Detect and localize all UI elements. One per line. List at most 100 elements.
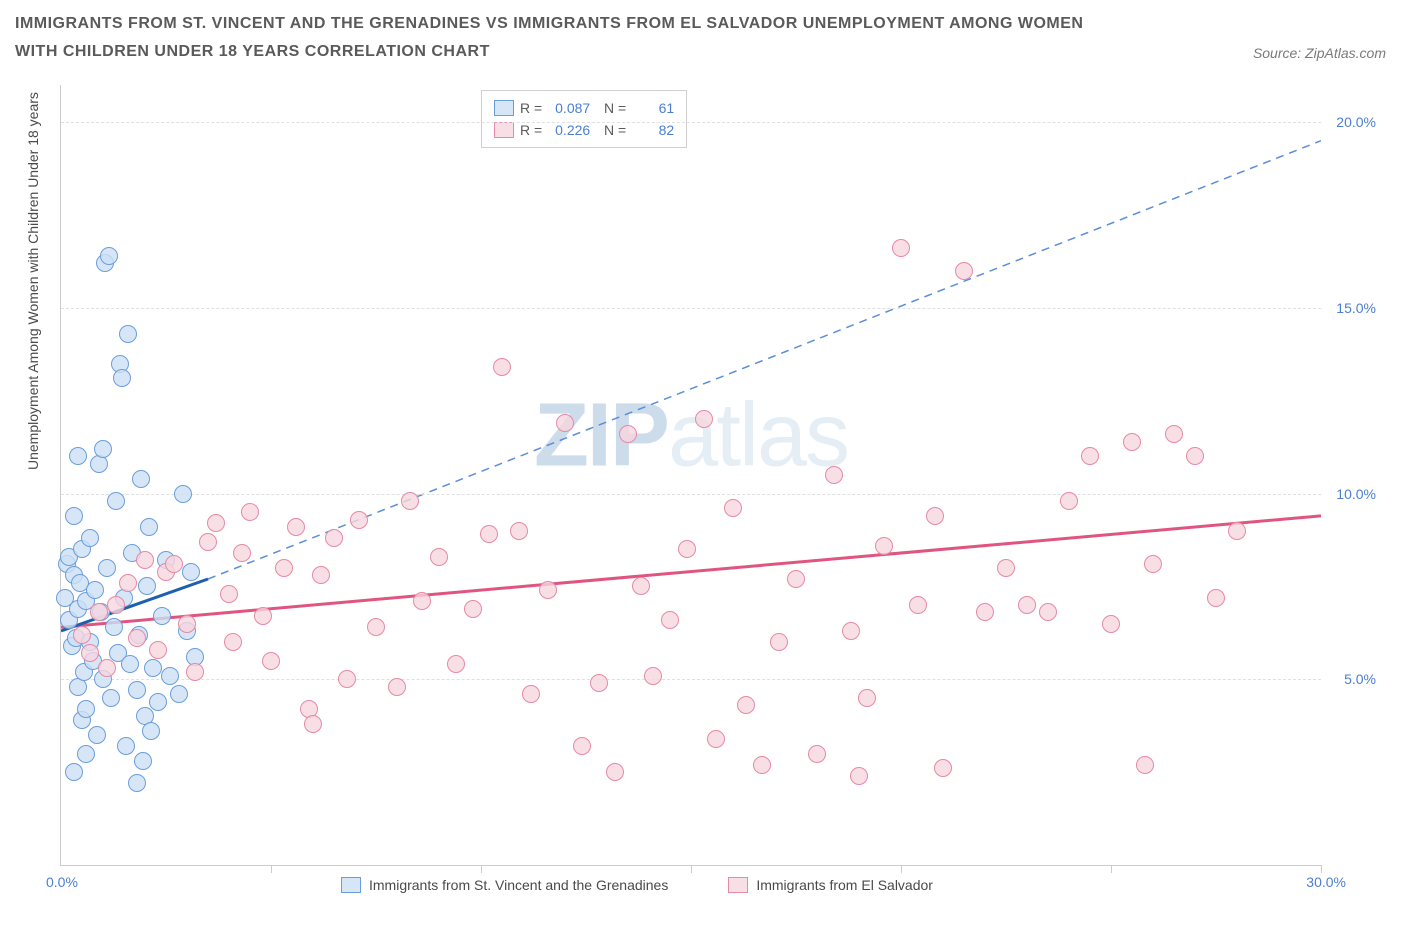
data-point (997, 559, 1015, 577)
data-point (1102, 615, 1120, 633)
data-point (220, 585, 238, 603)
watermark-bold: ZIP (534, 386, 668, 486)
x-axis-tick (271, 865, 272, 873)
data-point (73, 626, 91, 644)
data-point (1039, 603, 1057, 621)
legend-swatch-0 (494, 100, 514, 116)
data-point (69, 447, 87, 465)
data-point (770, 633, 788, 651)
legend-row-0: R = 0.087 N = 61 (494, 97, 674, 119)
chart-plot-area: ZIPatlas R = 0.087 N = 61 R = 0.226 N = … (60, 85, 1321, 866)
data-point (174, 485, 192, 503)
data-point (934, 759, 952, 777)
y-axis-tick-label: 20.0% (1336, 114, 1376, 130)
data-point (1186, 447, 1204, 465)
data-point (1081, 447, 1099, 465)
bottom-legend-item-1: Immigrants from El Salvador (728, 877, 933, 893)
data-point (892, 239, 910, 257)
grid-line (61, 494, 1321, 495)
bottom-legend: Immigrants from St. Vincent and the Gren… (341, 877, 933, 893)
chart-title: IMMIGRANTS FROM ST. VINCENT AND THE GREN… (15, 10, 1115, 66)
x-axis-tick (1111, 865, 1112, 873)
grid-line (61, 308, 1321, 309)
legend-swatch-1 (494, 122, 514, 138)
data-point (1123, 433, 1141, 451)
x-axis-origin-label: 0.0% (46, 874, 78, 890)
data-point (81, 644, 99, 662)
data-point (753, 756, 771, 774)
data-point (102, 689, 120, 707)
data-point (178, 615, 196, 633)
data-point (94, 440, 112, 458)
data-point (388, 678, 406, 696)
data-point (107, 596, 125, 614)
data-point (1136, 756, 1154, 774)
chart-source: Source: ZipAtlas.com (1253, 45, 1386, 61)
data-point (77, 745, 95, 763)
data-point (464, 600, 482, 618)
data-point (787, 570, 805, 588)
data-point (119, 325, 137, 343)
data-point (105, 618, 123, 636)
legend-n-label: N = (596, 97, 626, 119)
data-point (413, 592, 431, 610)
legend-n-value-0: 61 (632, 97, 674, 119)
data-point (825, 466, 843, 484)
data-point (149, 641, 167, 659)
data-point (338, 670, 356, 688)
data-point (350, 511, 368, 529)
data-point (287, 518, 305, 536)
watermark: ZIPatlas (534, 385, 848, 488)
data-point (224, 633, 242, 651)
data-point (98, 659, 116, 677)
data-point (678, 540, 696, 558)
data-point (632, 577, 650, 595)
data-point (1018, 596, 1036, 614)
data-point (98, 559, 116, 577)
data-point (304, 715, 322, 733)
data-point (661, 611, 679, 629)
data-point (724, 499, 742, 517)
data-point (480, 525, 498, 543)
data-point (401, 492, 419, 510)
trend-lines (61, 85, 1321, 865)
data-point (86, 581, 104, 599)
data-point (644, 667, 662, 685)
data-point (128, 629, 146, 647)
data-point (90, 603, 108, 621)
data-point (140, 518, 158, 536)
data-point (573, 737, 591, 755)
data-point (100, 247, 118, 265)
data-point (926, 507, 944, 525)
watermark-light: atlas (668, 386, 848, 486)
data-point (128, 681, 146, 699)
data-point (1207, 589, 1225, 607)
data-point (65, 507, 83, 525)
data-point (606, 763, 624, 781)
y-axis-title: Unemployment Among Women with Children U… (25, 92, 41, 470)
data-point (1144, 555, 1162, 573)
data-point (556, 414, 574, 432)
data-point (254, 607, 272, 625)
bottom-legend-label-0: Immigrants from St. Vincent and the Gren… (369, 877, 668, 893)
data-point (707, 730, 725, 748)
correlation-legend: R = 0.087 N = 61 R = 0.226 N = 82 (481, 90, 687, 148)
bottom-legend-item-0: Immigrants from St. Vincent and the Gren… (341, 877, 668, 893)
y-axis-tick-label: 15.0% (1336, 300, 1376, 316)
data-point (136, 551, 154, 569)
data-point (161, 667, 179, 685)
data-point (695, 410, 713, 428)
data-point (1060, 492, 1078, 510)
data-point (119, 574, 137, 592)
x-axis-tick (901, 865, 902, 873)
data-point (165, 555, 183, 573)
data-point (367, 618, 385, 636)
bottom-legend-label-1: Immigrants from El Salvador (756, 877, 933, 893)
data-point (850, 767, 868, 785)
x-axis-tick (481, 865, 482, 873)
data-point (1165, 425, 1183, 443)
data-point (808, 745, 826, 763)
data-point (113, 369, 131, 387)
x-axis-tick (691, 865, 692, 873)
data-point (447, 655, 465, 673)
